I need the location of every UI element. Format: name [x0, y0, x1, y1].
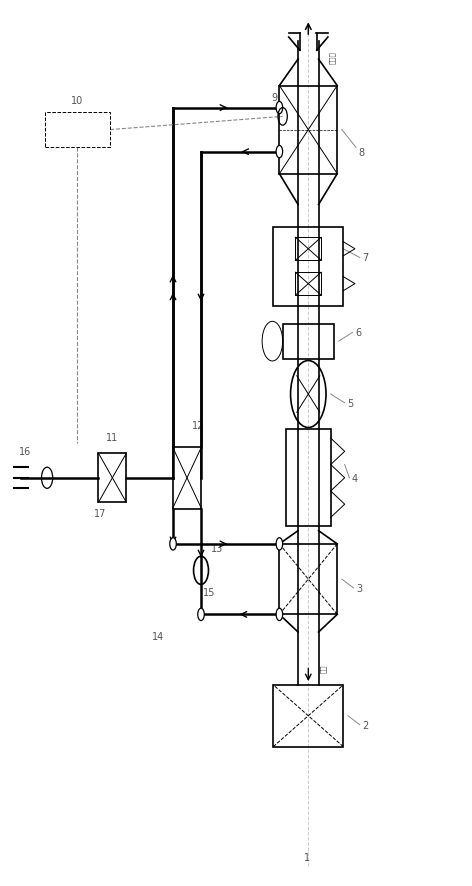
Bar	[295, 238, 321, 260]
Text: 烟气: 烟气	[320, 664, 327, 672]
Text: 8: 8	[358, 147, 364, 158]
Bar	[98, 454, 126, 503]
Text: 4: 4	[352, 473, 358, 483]
Circle shape	[170, 538, 177, 550]
Circle shape	[276, 609, 283, 621]
Bar	[45, 113, 110, 148]
Bar	[279, 87, 337, 175]
Text: 烟气排: 烟气排	[329, 51, 336, 64]
Text: 16: 16	[19, 447, 31, 457]
Circle shape	[276, 538, 283, 550]
Text: 10: 10	[71, 96, 84, 106]
Text: 6: 6	[355, 328, 361, 338]
Circle shape	[276, 146, 283, 159]
Text: 17: 17	[94, 509, 106, 518]
Bar	[273, 228, 343, 307]
Text: 5: 5	[347, 399, 353, 408]
Text: 7: 7	[362, 253, 368, 263]
Text: 13: 13	[211, 544, 223, 554]
Bar	[173, 447, 202, 509]
Circle shape	[198, 609, 204, 621]
Bar	[286, 430, 331, 526]
Text: 14: 14	[152, 632, 164, 641]
Bar	[273, 685, 343, 747]
Circle shape	[276, 102, 283, 114]
Bar	[295, 273, 321, 296]
Text: 3: 3	[356, 583, 362, 594]
Text: 2: 2	[362, 719, 368, 730]
Text: 9: 9	[271, 93, 277, 103]
Text: 11: 11	[106, 432, 118, 442]
Text: 1: 1	[303, 851, 310, 862]
Bar	[279, 544, 337, 615]
Text: 15: 15	[203, 587, 216, 598]
Bar	[283, 324, 334, 360]
Text: 12: 12	[192, 420, 204, 431]
